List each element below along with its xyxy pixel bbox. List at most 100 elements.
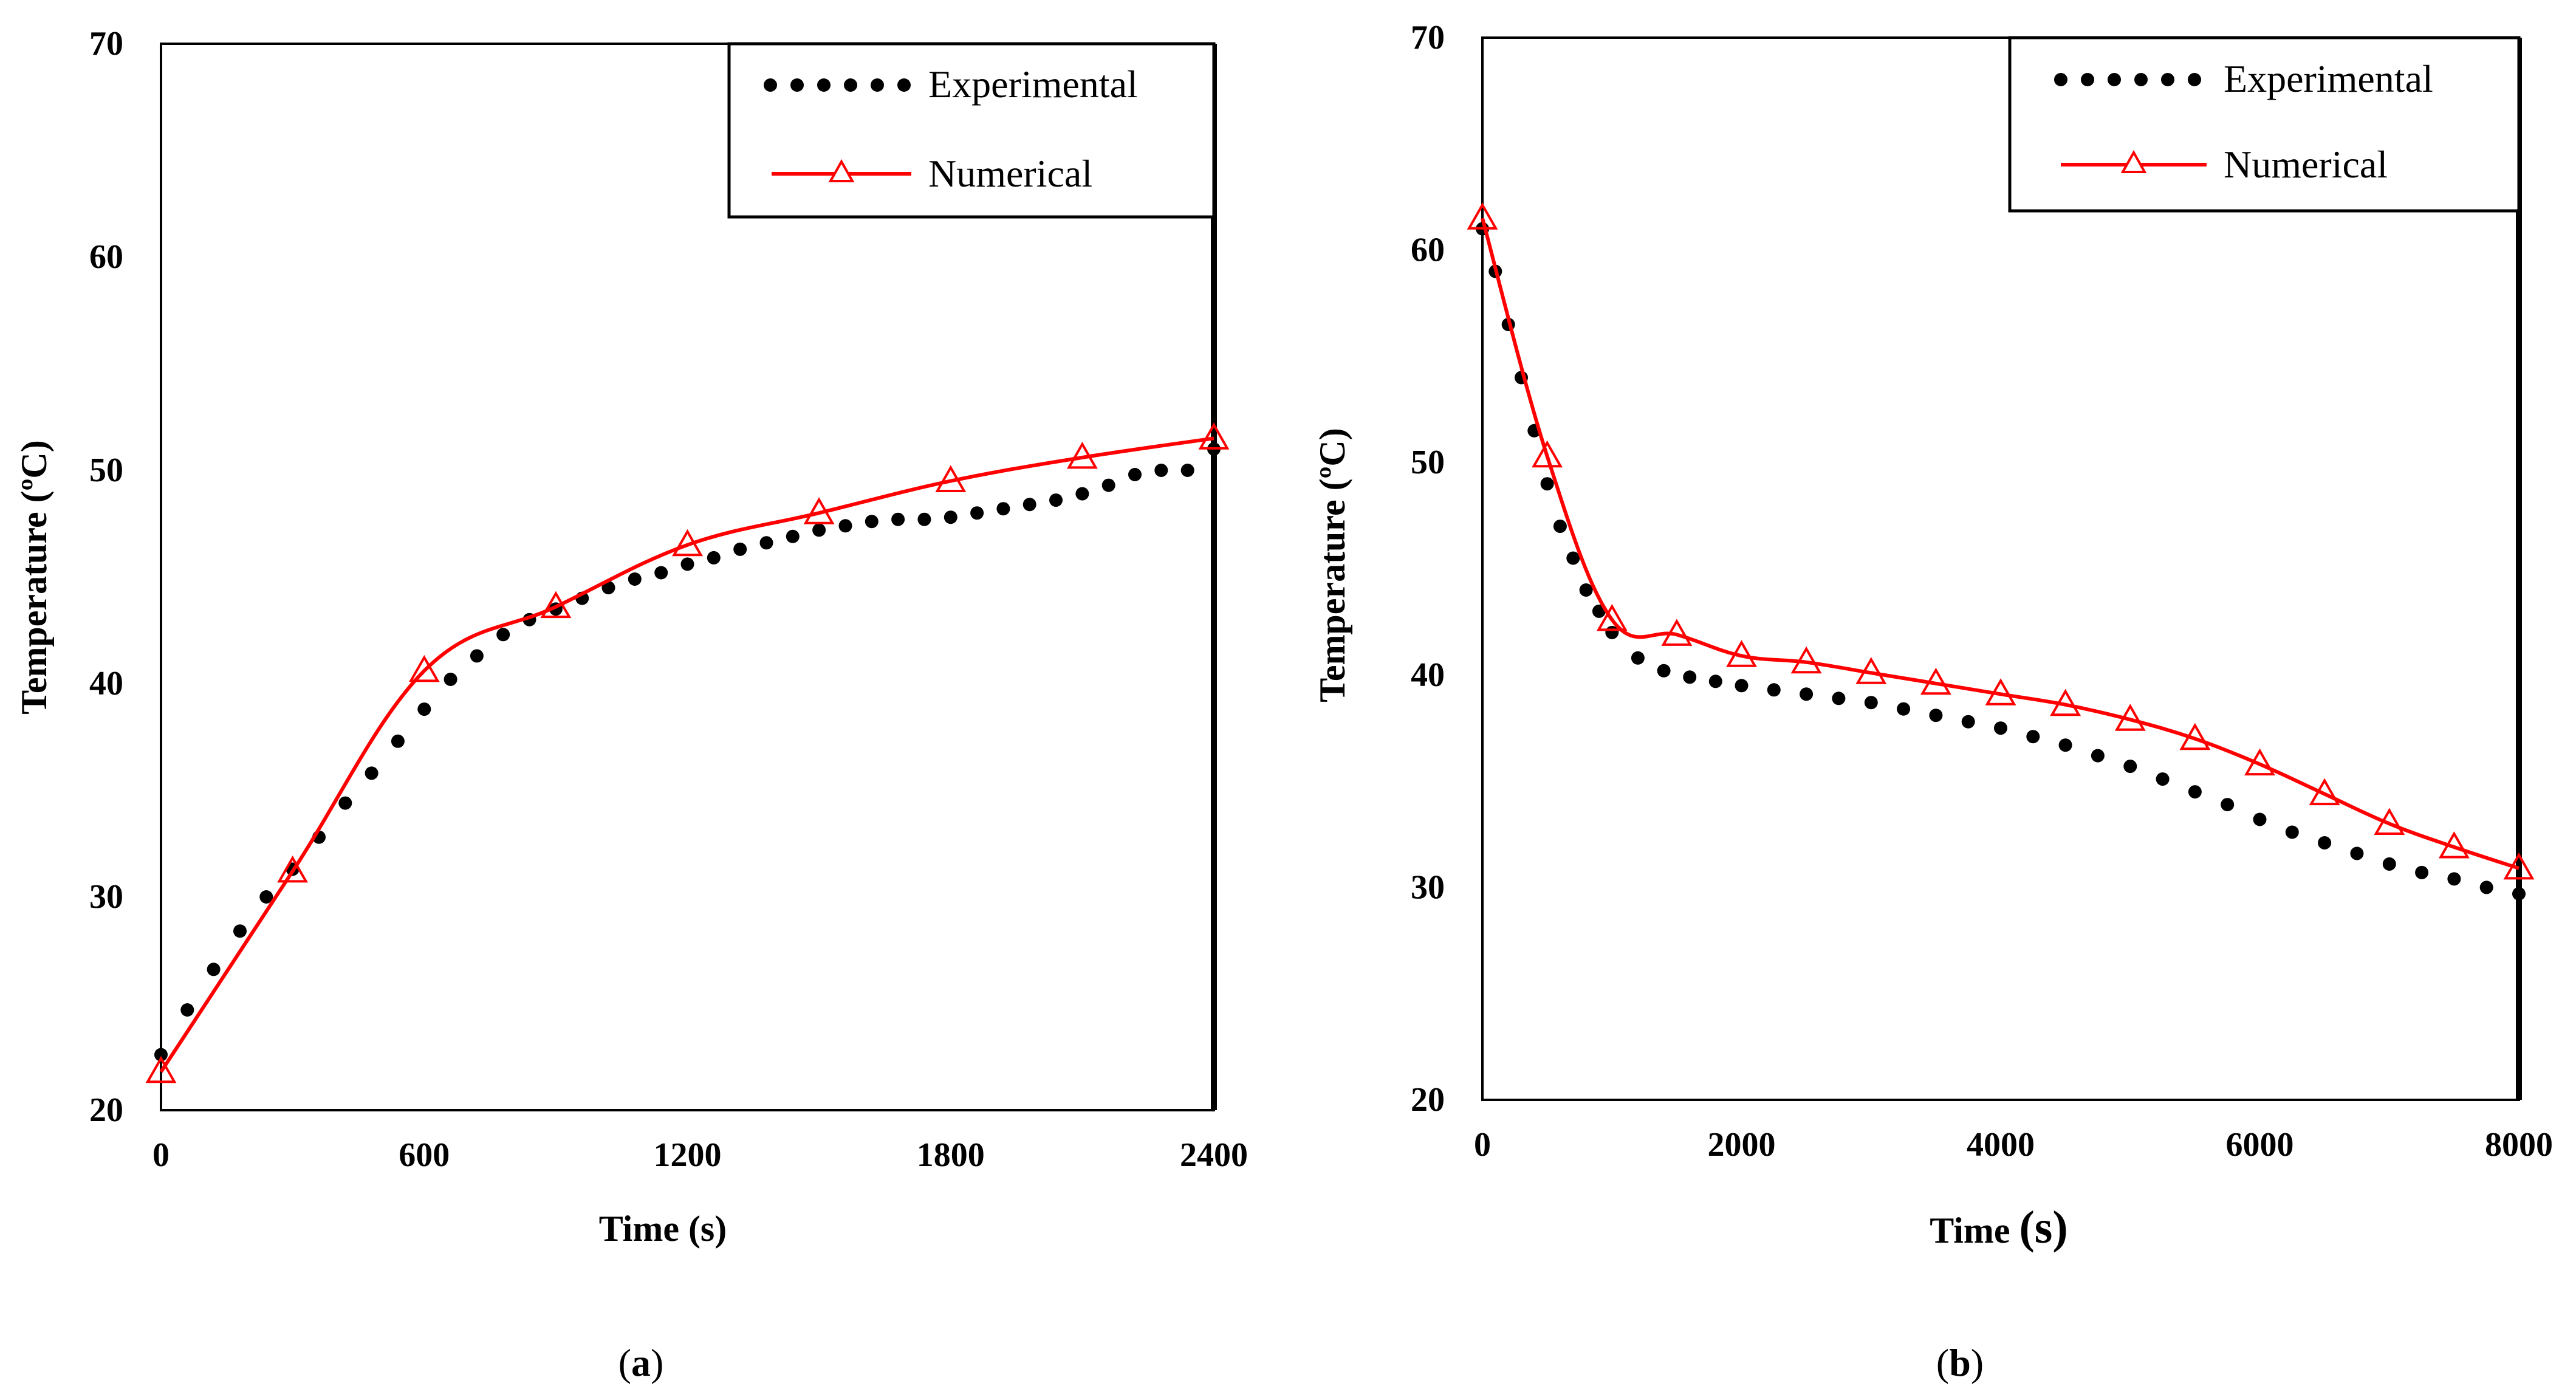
numerical-point: [1790, 646, 1822, 674]
experimental-point: [207, 963, 221, 977]
legend-dot: [2188, 73, 2201, 86]
legend-dot: [2134, 73, 2148, 86]
x-tick-label: 8000: [2485, 1126, 2553, 1164]
numerical-point: [1920, 667, 1951, 695]
experimental-point: [1683, 670, 1697, 684]
experimental-point: [2479, 880, 2493, 894]
experimental-point: [1929, 709, 1943, 723]
experimental-point: [365, 766, 379, 780]
numerical-point: [1596, 603, 1628, 631]
experimental-point: [391, 734, 405, 748]
y-tick-label: 30: [1411, 868, 1445, 906]
x-tick-label: 600: [399, 1136, 450, 1174]
legend-marker-experimental-a: [764, 78, 911, 92]
numerical-point: [672, 529, 703, 557]
numerical-point: [1726, 640, 1757, 667]
legend-dot: [817, 78, 831, 92]
y-tick-labels-b: 20 30 40 50 60 70: [1411, 19, 1445, 1119]
experimental-point: [2058, 738, 2072, 752]
x-tick-label: 0: [152, 1136, 170, 1174]
experimental-point: [970, 506, 984, 520]
experimental-point: [2512, 887, 2526, 901]
x-tick-label: 6000: [2226, 1126, 2294, 1164]
experimental-point: [2318, 836, 2332, 850]
experimental-point: [1657, 664, 1671, 678]
numerical-point: [2050, 688, 2081, 716]
numerical-point: [2374, 808, 2405, 835]
chart-panel-a: 20 30 40 50 60 70 0 600 1200 1800 2400 Temperatur…: [14, 25, 1248, 1384]
experimental-point: [1154, 464, 1168, 477]
legend-label-numerical-b: Numerical: [2224, 143, 2388, 186]
experimental-point: [2123, 760, 2137, 774]
legend-dot: [790, 78, 804, 92]
experimental-point: [180, 1003, 194, 1017]
x-tick-label: 2400: [1180, 1136, 1248, 1174]
y-tick-label: 70: [89, 25, 123, 63]
legend-b: Experimental Numerical: [2008, 36, 2521, 213]
experimental-point: [2188, 785, 2202, 799]
x-axis-title-b: Time (s): [1930, 1202, 2067, 1253]
experimental-point: [1579, 583, 1593, 597]
experimental-point: [944, 510, 957, 524]
experimental-point: [1075, 487, 1089, 501]
experimental-point: [1735, 679, 1749, 693]
numerical-point: [2438, 831, 2470, 859]
experimental-point: [1180, 464, 1194, 477]
legend-label-experimental-a: Experimental: [928, 63, 1138, 106]
experimental-point: [417, 702, 431, 716]
x-tick-label: 1800: [917, 1136, 985, 1174]
experimental-point: [2156, 772, 2170, 786]
y-tick-label: 40: [89, 665, 123, 702]
legend-triangle-a: [828, 159, 855, 182]
experimental-point: [1023, 498, 1036, 512]
series-numerical-a: [145, 422, 1230, 1083]
experimental-point: [1864, 696, 1878, 710]
legend-label-experimental-b: Experimental: [2224, 57, 2433, 100]
y-tick-label: 40: [1411, 656, 1445, 694]
series-numerical-b: [1467, 202, 2535, 880]
experimental-point: [1832, 692, 1846, 705]
panel-label-b: (b): [1936, 1341, 1984, 1384]
experimental-point: [996, 502, 1010, 516]
x-tick-label: 4000: [1967, 1126, 2035, 1164]
experimental-point: [628, 572, 642, 586]
experimental-point: [2221, 798, 2235, 812]
experimental-point: [1566, 551, 1580, 565]
experimental-point: [2382, 857, 2396, 871]
legend-dot: [2081, 73, 2094, 86]
experimental-point: [2091, 749, 2105, 763]
numerical-point: [935, 465, 967, 492]
experimental-point: [1553, 520, 1567, 534]
numerical-point: [1066, 441, 1098, 469]
y-tick-label: 70: [1411, 19, 1445, 57]
legend-dot: [897, 78, 911, 92]
y-tick-label: 50: [89, 451, 123, 489]
experimental-point: [2415, 865, 2429, 879]
numerical-point: [2114, 704, 2146, 731]
numerical-point: [1661, 619, 1693, 646]
x-tick-label: 1200: [654, 1136, 722, 1174]
experimental-point: [470, 649, 484, 663]
experimental-point: [1767, 683, 1781, 697]
experimental-point: [2253, 812, 2267, 826]
experimental-point: [1961, 715, 1975, 729]
legend-label-numerical-a: Numerical: [928, 152, 1092, 195]
numerical-point: [540, 591, 572, 619]
experimental-point: [654, 566, 668, 580]
experimental-point: [2447, 872, 2461, 886]
experimental-point: [1800, 687, 1814, 701]
legend-dot: [2108, 73, 2121, 86]
experimental-point: [680, 557, 694, 571]
y-tick-label: 60: [89, 238, 123, 276]
experimental-point: [812, 523, 826, 537]
x-tick-label: 2000: [1708, 1126, 1776, 1164]
numerical-point: [2503, 852, 2535, 880]
experimental-point: [838, 519, 852, 533]
experimental-point: [2285, 825, 2299, 839]
experimental-point: [1631, 651, 1645, 665]
numerical-point: [2309, 778, 2340, 806]
experimental-point: [154, 1048, 168, 1062]
experimental-point: [759, 536, 773, 550]
experimental-point: [1897, 702, 1911, 716]
